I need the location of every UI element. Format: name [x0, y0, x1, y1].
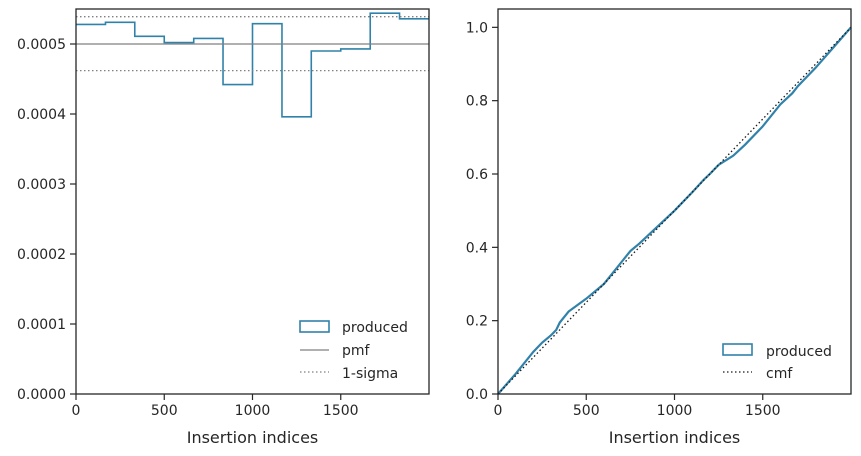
y-tick-label: 0.0 — [466, 387, 488, 403]
legend-produced-swatch — [299, 320, 330, 333]
legend-produced-label-right: produced — [766, 344, 832, 360]
y-tick-label: 0.0000 — [17, 387, 66, 403]
left-x-axis-label: Insertion indices — [187, 428, 319, 447]
x-tick-label: 0 — [494, 403, 503, 419]
legend-sigma-label: 1-sigma — [342, 366, 398, 382]
x-tick-label: 1000 — [657, 403, 693, 419]
y-tick-label: 0.0003 — [17, 177, 66, 193]
y-tick-label: 0.0001 — [17, 317, 66, 333]
right-x-axis-label: Insertion indices — [609, 428, 741, 447]
y-tick-label: 0.0002 — [17, 247, 66, 263]
x-tick-label: 1500 — [745, 403, 781, 419]
legend-produced-swatch-right — [722, 343, 753, 356]
y-tick-label: 0.0005 — [17, 37, 66, 53]
y-tick-label: 1.0 — [466, 20, 488, 36]
y-tick-label: 0.8 — [466, 94, 488, 110]
x-tick-label: 500 — [151, 403, 178, 419]
produced-cumulative-line — [497, 26, 852, 395]
y-tick-label: 0.0004 — [17, 107, 66, 123]
produced-step-series — [76, 12, 429, 118]
x-tick-label: 500 — [573, 403, 600, 419]
left-legend: produced pmf 1-sigma — [299, 320, 408, 382]
right-panel: 0 500 1000 1500 0.0 0.2 0.4 0.6 0.8 1.0 Insertion… — [466, 8, 852, 447]
left-panel: 0 500 1000 1500 0.0000 0.0001 0.0002 0.0003 0.00… — [17, 8, 430, 447]
cmf-line — [497, 26, 852, 395]
x-tick-label: 0 — [72, 403, 81, 419]
y-tick-label: 0.4 — [466, 240, 488, 256]
legend-cmf-label: cmf — [766, 366, 793, 382]
right-plot-marks — [497, 26, 852, 395]
x-tick-label: 1000 — [235, 403, 271, 419]
x-tick-label: 1500 — [323, 403, 359, 419]
left-plot-marks — [76, 12, 429, 118]
legend-pmf-label: pmf — [342, 343, 371, 359]
right-legend: produced cmf — [722, 343, 832, 382]
legend-produced-label: produced — [342, 320, 408, 336]
left-ticks: 0 500 1000 1500 0.0000 0.0001 0.0002 0.0003 0.00… — [17, 37, 359, 419]
y-tick-label: 0.2 — [466, 314, 488, 330]
y-tick-label: 0.6 — [466, 167, 488, 183]
right-ticks: 0 500 1000 1500 0.0 0.2 0.4 0.6 0.8 1.0 — [466, 20, 781, 419]
